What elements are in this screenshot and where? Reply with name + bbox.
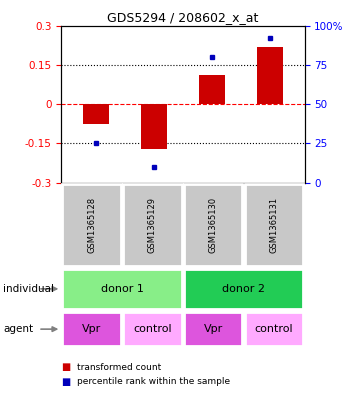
Text: control: control	[255, 324, 293, 334]
Bar	[123, 184, 182, 266]
Bar	[62, 184, 121, 266]
Text: Vpr: Vpr	[204, 324, 223, 334]
Text: transformed count: transformed count	[77, 363, 161, 372]
Text: donor 2: donor 2	[222, 284, 265, 294]
Bar	[199, 75, 225, 104]
Text: GSM1365130: GSM1365130	[209, 197, 218, 253]
Bar	[141, 104, 167, 149]
Bar	[83, 104, 109, 124]
Bar	[123, 312, 182, 346]
Bar	[62, 269, 182, 309]
Text: GSM1365129: GSM1365129	[148, 197, 157, 253]
Bar	[245, 312, 303, 346]
Title: GDS5294 / 208602_x_at: GDS5294 / 208602_x_at	[107, 11, 259, 24]
Bar	[257, 46, 283, 104]
Bar	[62, 312, 121, 346]
Text: GSM1365131: GSM1365131	[270, 197, 279, 253]
Text: ■: ■	[61, 362, 70, 373]
Text: Vpr: Vpr	[82, 324, 101, 334]
Text: individual: individual	[4, 284, 55, 294]
Text: donor 1: donor 1	[101, 284, 144, 294]
Bar	[184, 269, 303, 309]
Text: percentile rank within the sample: percentile rank within the sample	[77, 378, 230, 386]
Text: agent: agent	[4, 324, 34, 334]
Bar	[184, 312, 243, 346]
Text: ■: ■	[61, 377, 70, 387]
Bar	[245, 184, 303, 266]
Text: control: control	[133, 324, 172, 334]
Text: GSM1365128: GSM1365128	[87, 197, 96, 253]
Bar	[184, 184, 243, 266]
